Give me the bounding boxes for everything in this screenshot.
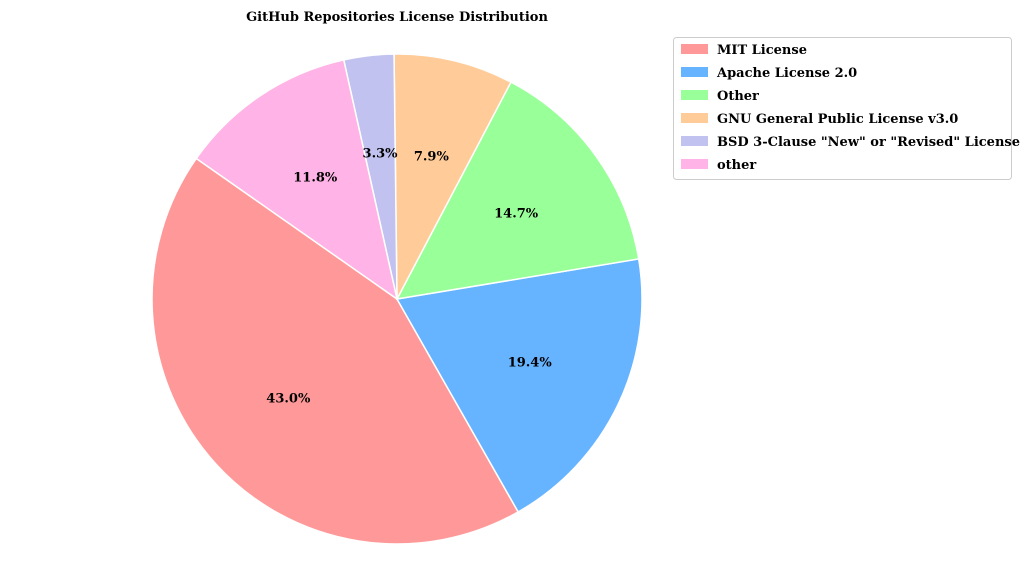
pie-slice-0 <box>151 157 520 545</box>
pie-slices <box>151 53 643 545</box>
slice-percent-label-1: 19.4% <box>508 356 553 371</box>
slice-percent-label-2: 14.7% <box>494 206 539 221</box>
slice-percent-label-3: 7.9% <box>414 150 450 165</box>
legend-swatch-2 <box>681 90 708 100</box>
legend-swatch-0 <box>681 44 708 54</box>
pie-slice-2 <box>395 81 640 300</box>
legend-frame <box>673 37 1012 180</box>
legend-label-3: GNU General Public License v3.0 <box>717 112 958 127</box>
legend-label-0: MIT License <box>717 43 807 58</box>
slice-percent-label-5: 11.8% <box>293 170 338 185</box>
slice-percent-label-4: 3.3% <box>363 146 399 161</box>
legend-swatch-4 <box>681 136 708 146</box>
legend-swatch-5 <box>681 159 708 169</box>
legend-swatch-1 <box>681 67 708 77</box>
pie-slice-1 <box>395 258 643 513</box>
legend-label-4: BSD 3-Clause "New" or "Revised" License <box>717 135 1020 150</box>
legend-label-1: Apache License 2.0 <box>716 66 857 81</box>
pie-slice-labels: 43.0% 19.4% 14.7% 7.9% 3.3% 11.8% <box>266 146 552 406</box>
legend-label-2: Other <box>717 89 759 104</box>
legend-swatch-3 <box>681 113 708 123</box>
legend: MIT License Apache License 2.0 Other GNU Ge… <box>673 37 1020 180</box>
chart-title: GitHub Repositories License Distribution <box>246 10 548 25</box>
slice-percent-label-0: 43.0% <box>266 391 311 406</box>
legend-label-5: other <box>717 158 756 173</box>
pie-slice-5 <box>195 58 399 301</box>
pie-slice-3 <box>393 53 512 300</box>
